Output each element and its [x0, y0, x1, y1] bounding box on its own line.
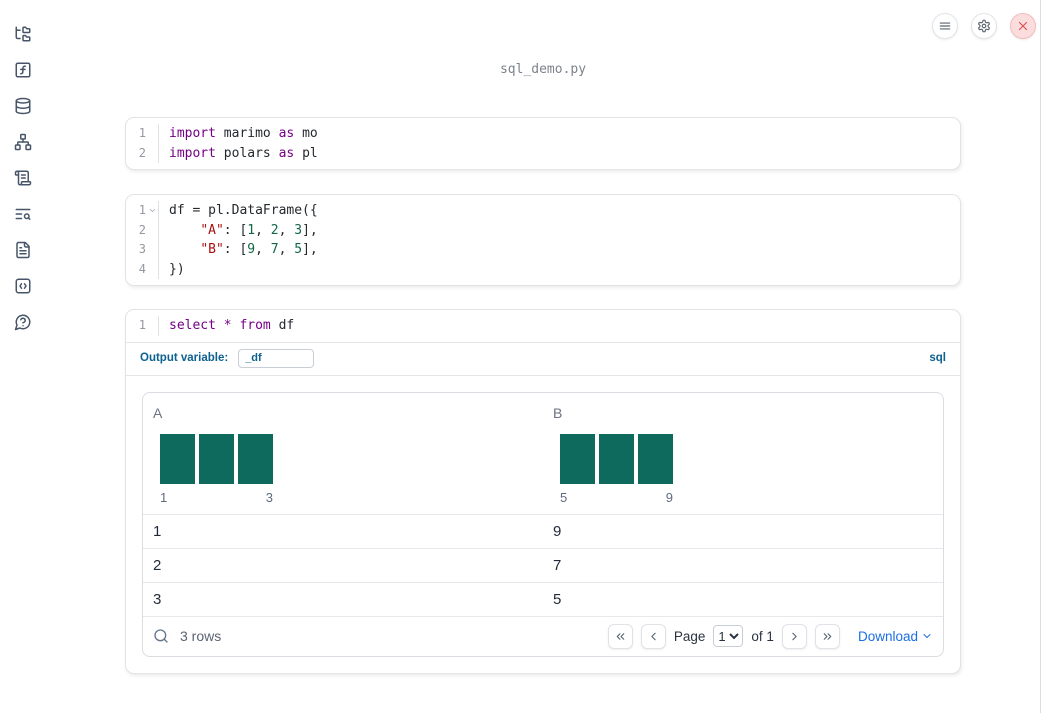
- table-row[interactable]: 3 5: [143, 581, 943, 616]
- notebook-actions: [932, 13, 1036, 39]
- menu-icon: [939, 22, 951, 30]
- code-editor[interactable]: 1 df = pl.DataFrame({ 2 "A": [1, 2, 3], …: [126, 195, 960, 285]
- code-line: 2 "A": [1, 2, 3],: [126, 220, 960, 240]
- menu-button[interactable]: [932, 13, 958, 39]
- line-number: 1: [138, 203, 146, 217]
- code-cell-imports: 1 import marimo as mo 2 import polars as…: [125, 117, 961, 170]
- table-row[interactable]: 1 9: [143, 513, 943, 548]
- column-name: B: [553, 404, 563, 421]
- line-number: 3: [138, 242, 146, 256]
- column-header-b[interactable]: B 5 9: [543, 405, 943, 514]
- line-number: 1: [138, 318, 146, 332]
- histogram-bar: [560, 433, 595, 484]
- datasources-icon[interactable]: [14, 97, 32, 115]
- documentation-icon[interactable]: [14, 241, 32, 259]
- help-icon[interactable]: [14, 313, 32, 331]
- panel-sidebar: [0, 0, 46, 713]
- sql-cell-footer: Output variable: sql: [126, 343, 960, 375]
- line-number: 2: [138, 222, 146, 237]
- chevron-down-icon: [923, 634, 931, 638]
- output-variable-label: Output variable:: [140, 352, 229, 364]
- histogram-bar: [199, 433, 234, 484]
- previous-page-button[interactable]: [640, 623, 666, 649]
- chevron-left-icon: [651, 632, 656, 640]
- file-explorer-icon[interactable]: [14, 25, 32, 43]
- sql-editor[interactable]: 1 select * from df: [126, 310, 960, 342]
- close-icon: [1018, 21, 1028, 31]
- fold-chevron-icon[interactable]: [146, 205, 158, 217]
- variables-icon[interactable]: [14, 61, 32, 79]
- cell-value: 2: [153, 556, 162, 574]
- hist-max-label: 3: [265, 489, 273, 505]
- row-count: 3 rows: [180, 628, 222, 644]
- chevrons-right-icon: [823, 632, 832, 640]
- page-select[interactable]: 1: [713, 625, 744, 647]
- close-button[interactable]: [1010, 13, 1036, 39]
- column-histogram: [560, 433, 673, 484]
- code-cell-dataframe: 1 df = pl.DataFrame({ 2 "A": [1, 2, 3], …: [125, 194, 961, 286]
- cell-value: 1: [153, 522, 162, 540]
- code-line: 1 select * from df: [126, 316, 960, 336]
- line-number: 4: [138, 261, 146, 276]
- page-label: Page: [673, 628, 706, 644]
- gear-icon: [978, 19, 990, 33]
- code-line: 3 "B": [9, 7, 5],: [126, 240, 960, 260]
- histogram-bar: [599, 433, 634, 484]
- cell-value: 3: [153, 590, 162, 608]
- histogram-bar: [238, 433, 273, 484]
- output-variable-input[interactable]: [238, 348, 315, 368]
- cell-value: 9: [553, 522, 562, 540]
- outline-search-icon[interactable]: [14, 205, 32, 223]
- table-footer: 3 rows Page 1 of 1: [143, 615, 943, 656]
- language-badge: sql: [929, 352, 946, 364]
- chevron-right-icon: [792, 632, 797, 640]
- column-histogram: [160, 433, 273, 484]
- scrollbar-track[interactable]: [1040, 0, 1041, 713]
- code-line: 4 }): [126, 259, 960, 279]
- settings-button[interactable]: [971, 13, 997, 39]
- line-number: 1: [138, 126, 146, 140]
- code-line: 1 df = pl.DataFrame({: [126, 201, 960, 221]
- table-header: A 1 3 B 5 9: [143, 393, 943, 514]
- snippets-code-icon[interactable]: [14, 277, 32, 295]
- line-number: 2: [138, 145, 146, 160]
- column-header-a[interactable]: A 1 3: [143, 405, 543, 514]
- divider: [126, 341, 960, 343]
- hist-min-label: 1: [160, 489, 168, 505]
- hist-min-label: 5: [560, 489, 568, 505]
- divider: [126, 374, 960, 376]
- download-button[interactable]: Download: [858, 629, 933, 644]
- chevrons-left-icon: [616, 632, 625, 640]
- histogram-bar: [160, 433, 195, 484]
- logs-scroll-icon[interactable]: [14, 169, 32, 187]
- next-page-button[interactable]: [781, 623, 807, 649]
- notebook-filename: sql_demo.py: [499, 62, 587, 77]
- page-of-label: of 1: [751, 628, 774, 644]
- histogram-bar: [638, 433, 673, 484]
- code-line: 1 import marimo as mo: [126, 124, 960, 144]
- code-line: 2 import polars as pl: [126, 143, 960, 163]
- table-row[interactable]: 2 7: [143, 547, 943, 582]
- cell-value: 5: [553, 590, 562, 608]
- dataframe-table: A 1 3 B 5 9: [142, 391, 944, 657]
- sql-cell: 1 select * from df Output variable: sql …: [125, 309, 961, 674]
- cell-value: 7: [553, 556, 562, 574]
- code-editor[interactable]: 1 import marimo as mo 2 import polars as…: [126, 118, 960, 169]
- cell-output: A 1 3 B 5 9: [126, 376, 960, 673]
- hist-max-label: 9: [665, 489, 673, 505]
- last-page-button[interactable]: [814, 623, 840, 649]
- column-name: A: [153, 404, 163, 421]
- first-page-button[interactable]: [607, 623, 633, 649]
- search-icon[interactable]: [153, 628, 169, 644]
- notebook: sql_demo.py 1 import marimo as mo 2 impo…: [125, 0, 961, 674]
- dependency-graph-icon[interactable]: [14, 133, 32, 151]
